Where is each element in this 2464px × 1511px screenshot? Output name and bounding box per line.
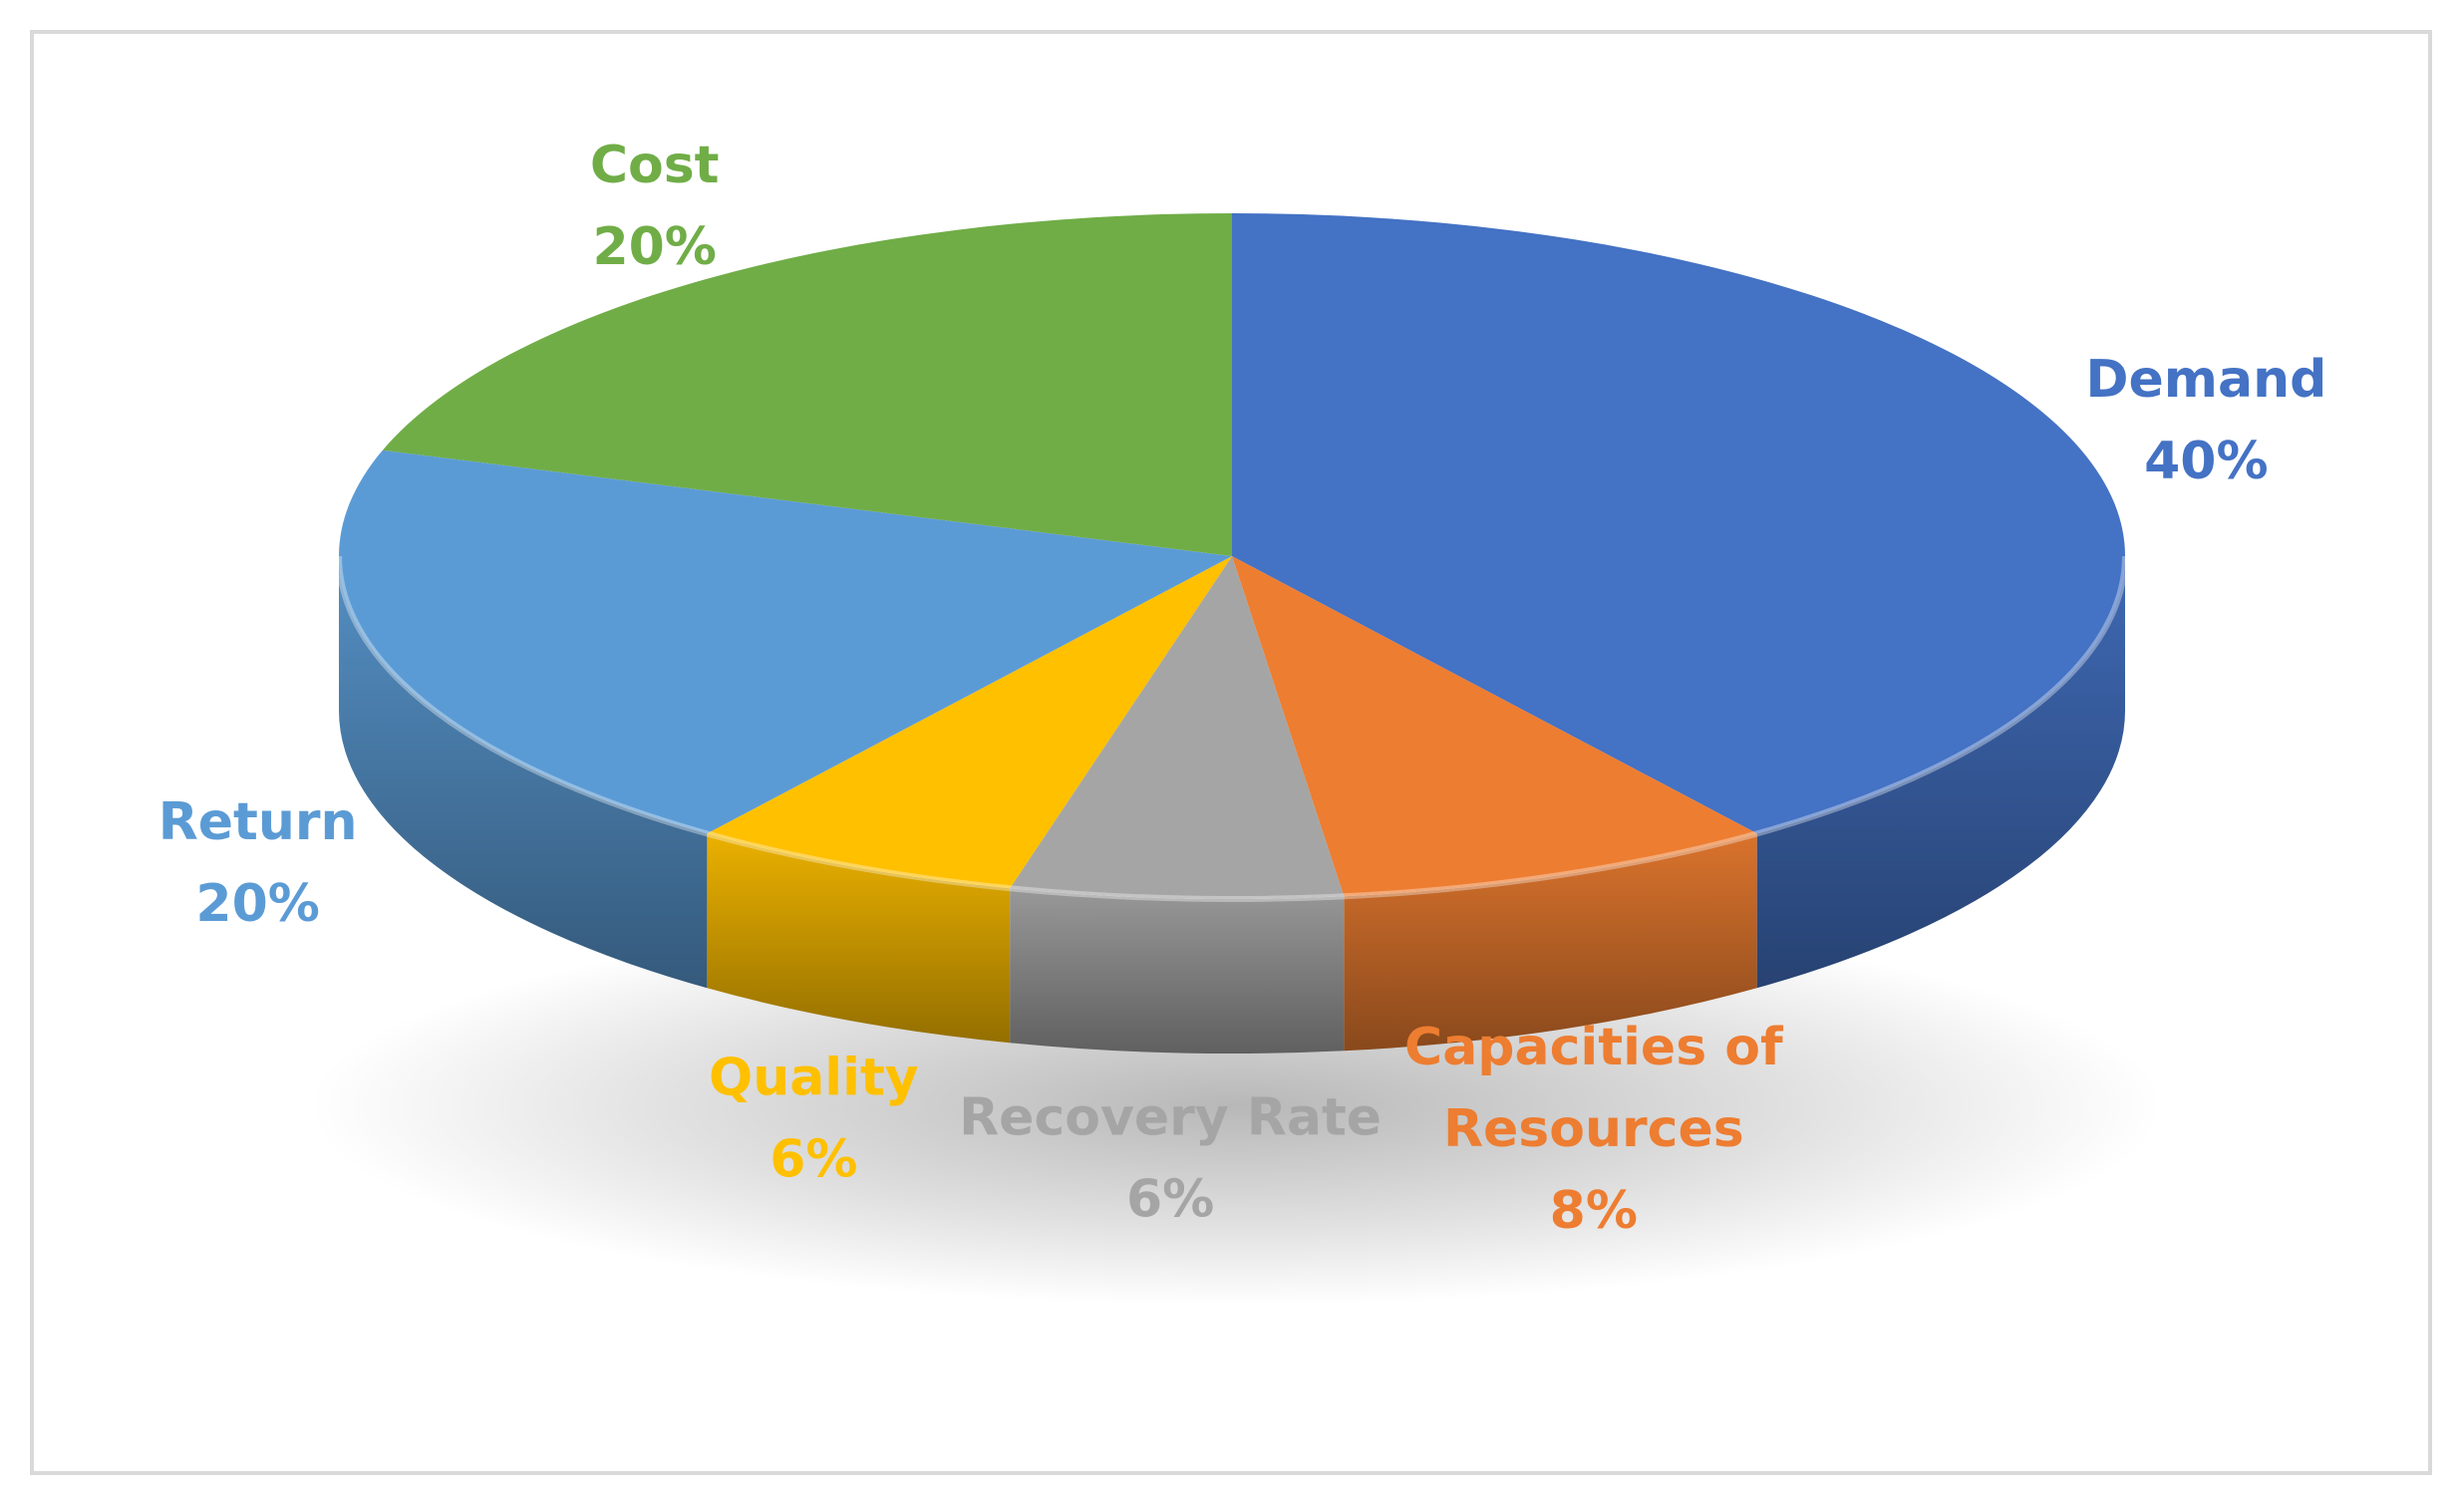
pie-slice-cost xyxy=(382,212,1232,556)
pie-slice-side-return xyxy=(339,556,708,989)
data-label-category-capacities-of-resources-2: Resources xyxy=(1443,1099,1744,1159)
pie-slice-side-demand xyxy=(1756,556,2125,989)
pie-tops xyxy=(336,212,2128,902)
data-label-value-cost: 20% xyxy=(592,217,716,277)
pie-slice-capacities-of-resources xyxy=(1232,556,1757,897)
pie-slice-demand xyxy=(1232,213,2125,834)
pie-slice-side-capacities-of-resources xyxy=(1344,833,1757,1052)
pie-slice-recovery-rate xyxy=(1010,556,1345,900)
pie-shadow xyxy=(309,907,2163,1306)
data-label-category-quality: Quality xyxy=(709,1048,919,1107)
data-label-category-recovery-rate: Recovery Rate xyxy=(959,1087,1382,1147)
pie-sides xyxy=(339,556,2125,1054)
pie-slice-side-recovery-rate xyxy=(1010,888,1345,1054)
data-label-value-demand: 40% xyxy=(2144,432,2268,491)
data-label-value-recovery-rate: 6% xyxy=(1126,1169,1214,1229)
pie-slice-quality xyxy=(707,556,1232,889)
data-label-category-cost: Cost xyxy=(590,136,720,195)
pie-slice-return xyxy=(339,450,1232,834)
data-label-category-return: Return xyxy=(158,792,358,852)
pie-rim-highlight xyxy=(336,555,2128,902)
data-label-category-capacities-of-resources-1: Capacities of xyxy=(1404,1018,1784,1077)
data-label-value-capacities-of-resources: 8% xyxy=(1550,1181,1638,1241)
data-label-category-demand: Demand xyxy=(2085,350,2326,410)
pie-labels: Demand 40% Capacities of Resources 8% Recover… xyxy=(158,136,2327,1241)
data-label-value-quality: 6% xyxy=(770,1129,857,1189)
data-label-value-return: 20% xyxy=(195,874,319,934)
pie-slice-side-quality xyxy=(707,833,1011,1044)
